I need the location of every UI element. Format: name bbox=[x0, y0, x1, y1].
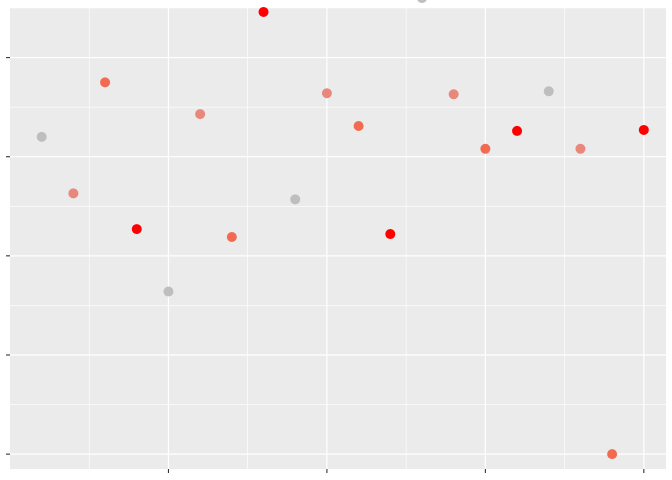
data-point bbox=[195, 109, 206, 120]
grid-lines bbox=[10, 7, 666, 469]
data-point bbox=[607, 449, 618, 460]
data-point bbox=[353, 120, 364, 131]
data-point bbox=[575, 143, 586, 154]
data-point bbox=[258, 6, 269, 17]
data-point bbox=[131, 224, 142, 235]
data-points bbox=[36, 0, 649, 460]
data-point bbox=[417, 0, 427, 4]
data-point bbox=[543, 86, 554, 97]
data-point bbox=[36, 131, 47, 142]
data-point bbox=[480, 143, 491, 154]
data-point bbox=[512, 125, 523, 136]
data-point bbox=[321, 88, 332, 99]
data-point bbox=[290, 194, 301, 205]
data-point bbox=[100, 77, 111, 88]
data-point bbox=[448, 89, 459, 100]
data-point bbox=[226, 232, 237, 243]
data-point bbox=[385, 229, 396, 240]
data-point bbox=[68, 188, 79, 199]
data-point bbox=[638, 124, 649, 135]
data-point bbox=[163, 286, 174, 297]
axis-ticks bbox=[6, 57, 645, 473]
plot-panel bbox=[10, 8, 666, 469]
